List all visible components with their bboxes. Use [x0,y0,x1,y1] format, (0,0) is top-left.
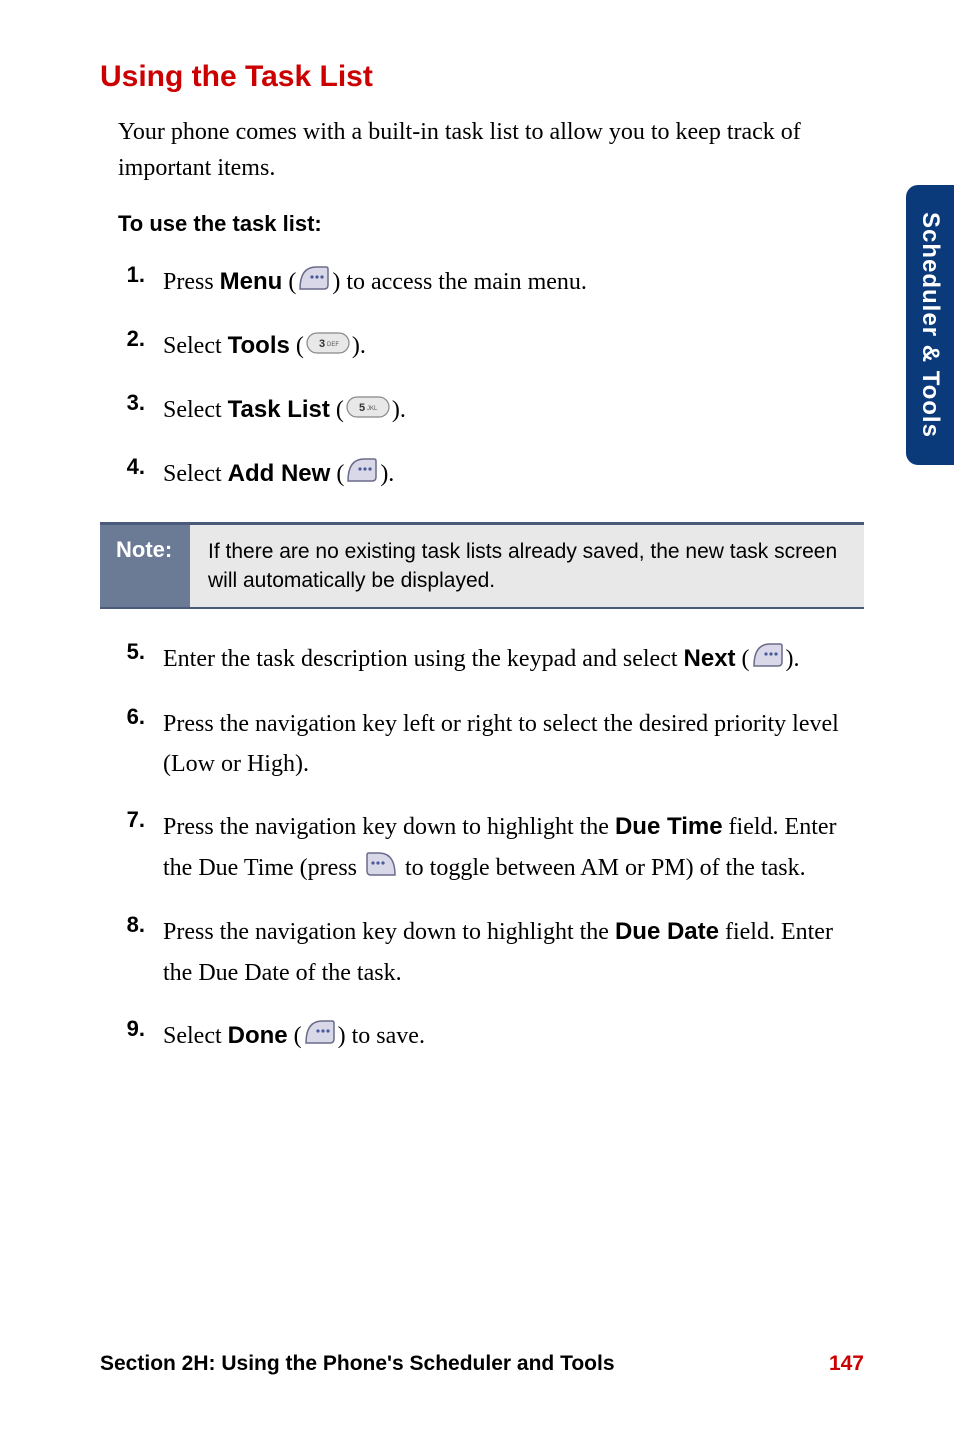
step-number: 5. [118,639,163,665]
page-heading: Using the Task List [100,60,864,94]
step-text: Select Tools (3DEF). [163,326,864,368]
step-4: 4. Select Add New (). [118,454,864,496]
step-3: 3. Select Task List (5JKL). [118,390,864,432]
step-list-2: 5. Enter the task description using the … [118,639,864,1058]
svg-text:3: 3 [319,338,325,350]
note-text: If there are no existing task lists alre… [190,525,864,608]
step-text: Press the navigation key down to highlig… [163,912,864,994]
step-number: 2. [118,326,163,352]
step-list: 1. Press Menu () to access the main menu… [118,262,864,497]
key-5-icon: 5JKL [346,391,390,432]
step-8: 8. Press the navigation key down to high… [118,912,864,994]
step-1: 1. Press Menu () to access the main menu… [118,262,864,304]
note-box: Note: If there are no existing task list… [100,522,864,610]
step-text: Select Done () to save. [163,1016,864,1058]
step-text: Press the navigation key left or right t… [163,704,864,786]
softkey-left-icon [346,455,378,497]
step-text: Press Menu () to access the main menu. [163,262,864,304]
section-label: Section 2H: Using the Phone's Scheduler … [100,1352,615,1376]
step-number: 3. [118,390,163,416]
step-text: Select Add New (). [163,454,864,496]
intro-text: Your phone comes with a built-in task li… [118,114,864,186]
svg-text:5: 5 [359,402,365,414]
side-tab-label: Scheduler & Tools [916,212,944,438]
step-9: 9. Select Done () to save. [118,1016,864,1058]
step-7: 7. Press the navigation key down to high… [118,807,864,890]
step-text: Select Task List (5JKL). [163,390,864,432]
step-text: Enter the task description using the key… [163,639,864,681]
step-number: 8. [118,912,163,938]
subheading: To use the task list: [118,211,864,237]
step-number: 6. [118,704,163,730]
page-number: 147 [829,1352,864,1376]
softkey-left-icon [304,1017,336,1059]
step-text: Press the navigation key down to highlig… [163,807,864,890]
softkey-right-icon [365,849,397,891]
step-number: 7. [118,807,163,833]
step-6: 6. Press the navigation key left or righ… [118,704,864,786]
side-tab: Scheduler & Tools [906,185,954,465]
note-label: Note: [100,525,190,608]
step-5: 5. Enter the task description using the … [118,639,864,681]
svg-text:DEF: DEF [327,342,339,348]
step-number: 9. [118,1016,163,1042]
step-number: 1. [118,262,163,288]
softkey-left-icon [752,640,784,682]
step-number: 4. [118,454,163,480]
page-footer: Section 2H: Using the Phone's Scheduler … [100,1352,864,1376]
key-3-icon: 3DEF [306,327,350,368]
svg-text:JKL: JKL [367,406,378,412]
step-2: 2. Select Tools (3DEF). [118,326,864,368]
softkey-left-icon [298,263,330,305]
